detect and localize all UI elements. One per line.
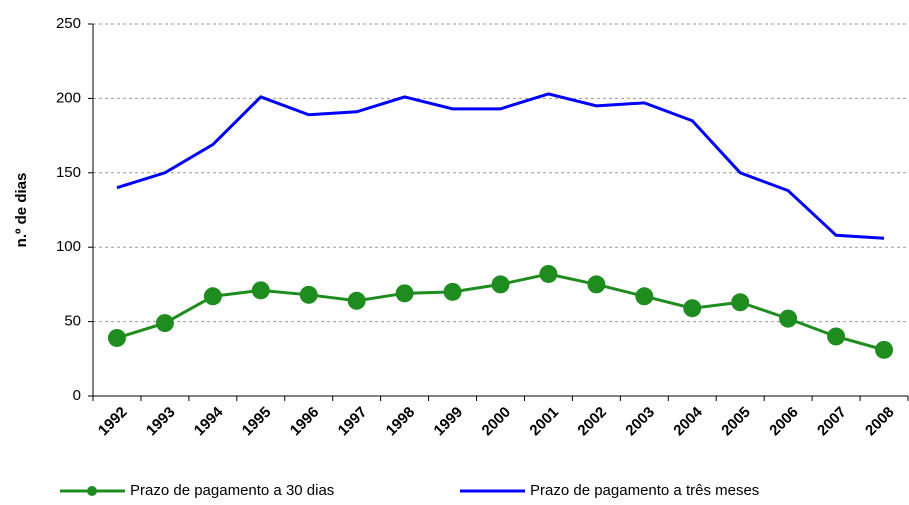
y-axis-label: n.º de dias: [13, 173, 30, 248]
x-tick-label: 1999: [431, 404, 467, 440]
x-tick-label: 2004: [670, 403, 706, 439]
series-line: [116, 92, 885, 240]
x-tick-label: 1993: [143, 404, 179, 440]
point: [443, 282, 462, 301]
x-tick-label: 2001: [526, 404, 562, 440]
point: [683, 299, 702, 318]
x-tick-label: 2005: [718, 404, 754, 440]
point: [875, 340, 894, 359]
legend-label: Prazo de pagamento a três meses: [530, 482, 759, 499]
point: [539, 264, 558, 283]
point: [779, 309, 798, 328]
x-tick-label: 1996: [287, 404, 323, 440]
legend-marker: [87, 486, 97, 496]
y-tick-label: 150: [56, 164, 81, 181]
point: [347, 291, 366, 310]
x-tick-label: 2008: [862, 404, 898, 440]
x-tick-label: 2000: [479, 404, 515, 440]
y-tick-label: 100: [56, 238, 81, 255]
y-tick-label: 0: [73, 387, 81, 404]
x-tick-label: 1998: [383, 404, 419, 440]
point: [827, 327, 846, 346]
x-tick-label: 1992: [95, 404, 131, 440]
x-tick-label: 2007: [814, 404, 850, 440]
point: [155, 314, 174, 333]
point: [299, 285, 318, 304]
point: [635, 287, 654, 306]
point: [731, 293, 750, 312]
point: [395, 284, 414, 303]
x-tick-label: 1994: [191, 403, 227, 439]
x-tick-label: 1995: [239, 404, 275, 440]
x-tick-label: 2003: [622, 404, 658, 440]
x-tick-label: 2002: [574, 404, 610, 440]
x-tick-label: 1997: [335, 404, 371, 440]
point: [203, 287, 222, 306]
legend-label: Prazo de pagamento a 30 dias: [130, 482, 334, 499]
point: [251, 281, 270, 300]
point: [107, 328, 126, 347]
point: [587, 275, 606, 294]
y-tick-label: 50: [64, 313, 81, 330]
y-tick-label: 200: [56, 89, 81, 106]
point: [491, 275, 510, 294]
x-tick-label: 2006: [766, 404, 802, 440]
y-tick-label: 250: [56, 15, 81, 32]
